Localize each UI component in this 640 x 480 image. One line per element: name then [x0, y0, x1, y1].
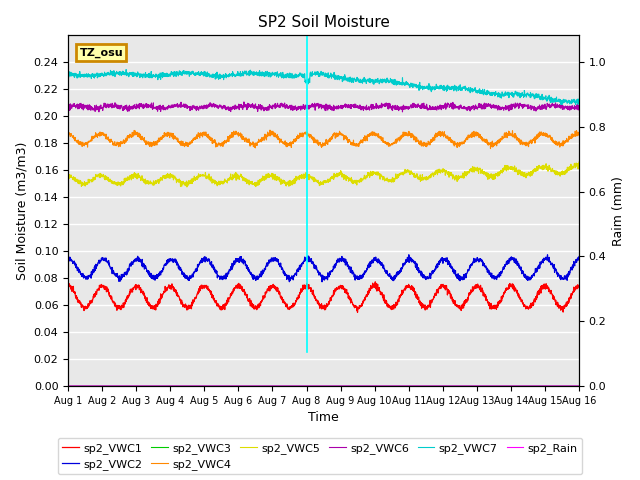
Line: sp2_VWC1: sp2_VWC1	[68, 282, 579, 312]
sp2_VWC4	[575, 132, 583, 138]
sp2_VWC7	[575, 101, 583, 107]
sp2_VWC3	[472, 383, 479, 389]
sp2_VWC2	[545, 258, 552, 264]
sp2_VWC6	[207, 101, 214, 107]
sp2_VWC5	[183, 184, 191, 190]
Text: TZ_osu: TZ_osu	[79, 48, 123, 58]
sp2_VWC1	[338, 283, 346, 288]
sp2_Rain	[544, 383, 552, 389]
sp2_VWC1	[354, 310, 362, 315]
Y-axis label: Soil Moisture (m3/m3): Soil Moisture (m3/m3)	[15, 142, 28, 280]
sp2_VWC1	[64, 284, 72, 289]
sp2_VWC6	[531, 103, 538, 109]
sp2_Rain	[338, 383, 346, 389]
Line: sp2_VWC5: sp2_VWC5	[68, 162, 579, 187]
sp2_VWC2	[207, 260, 214, 266]
sp2_VWC4	[339, 132, 346, 138]
sp2_VWC6	[545, 104, 552, 109]
sp2_VWC4	[531, 136, 538, 142]
sp2_VWC5	[545, 166, 552, 172]
Y-axis label: Raim (mm): Raim (mm)	[612, 176, 625, 246]
sp2_VWC4	[472, 133, 479, 139]
sp2_VWC7	[572, 102, 579, 108]
sp2_VWC4	[207, 135, 214, 141]
sp2_VWC3	[207, 383, 214, 389]
sp2_Rain	[472, 383, 479, 389]
sp2_VWC7	[64, 73, 72, 79]
sp2_VWC7	[530, 93, 538, 99]
sp2_VWC1	[545, 287, 552, 292]
sp2_VWC4	[266, 127, 274, 133]
Legend: sp2_VWC1, sp2_VWC2, sp2_VWC3, sp2_VWC4, sp2_VWC5, sp2_VWC6, sp2_VWC7, sp2_Rain: sp2_VWC1, sp2_VWC2, sp2_VWC3, sp2_VWC4, …	[58, 438, 582, 474]
sp2_VWC7	[545, 94, 552, 100]
sp2_VWC4	[486, 146, 494, 152]
sp2_VWC7	[122, 67, 130, 72]
sp2_VWC1	[349, 302, 357, 308]
sp2_VWC7	[207, 73, 214, 79]
sp2_VWC5	[530, 167, 538, 172]
sp2_VWC2	[339, 256, 346, 262]
sp2_VWC5	[339, 174, 346, 180]
sp2_VWC7	[472, 89, 479, 95]
sp2_VWC6	[64, 103, 72, 109]
sp2_Rain	[575, 383, 583, 389]
sp2_VWC4	[64, 130, 72, 135]
sp2_Rain	[530, 383, 538, 389]
sp2_VWC5	[349, 178, 357, 184]
sp2_VWC2	[318, 279, 326, 285]
Title: SP2 Soil Moisture: SP2 Soil Moisture	[258, 15, 390, 30]
sp2_VWC1	[207, 290, 214, 296]
Line: sp2_VWC7: sp2_VWC7	[68, 70, 579, 105]
Line: sp2_VWC2: sp2_VWC2	[68, 255, 579, 282]
sp2_VWC6	[339, 105, 346, 111]
sp2_VWC6	[575, 103, 583, 108]
sp2_VWC1	[531, 296, 538, 302]
sp2_VWC5	[472, 167, 479, 173]
sp2_VWC1	[472, 284, 480, 289]
sp2_VWC5	[207, 177, 214, 182]
sp2_VWC4	[349, 140, 357, 145]
sp2_VWC6	[240, 99, 248, 105]
sp2_VWC7	[339, 75, 346, 81]
sp2_VWC3	[575, 383, 583, 389]
sp2_VWC2	[349, 270, 357, 276]
sp2_VWC3	[530, 383, 538, 389]
sp2_VWC2	[64, 256, 72, 262]
sp2_Rain	[349, 383, 357, 389]
sp2_Rain	[207, 383, 214, 389]
sp2_VWC5	[575, 159, 583, 165]
sp2_VWC5	[64, 174, 72, 180]
sp2_VWC2	[405, 252, 413, 258]
sp2_VWC2	[531, 273, 538, 279]
sp2_VWC6	[399, 109, 406, 115]
sp2_VWC1	[371, 279, 379, 285]
sp2_VWC6	[349, 104, 357, 109]
sp2_Rain	[64, 383, 72, 389]
sp2_VWC3	[338, 383, 346, 389]
sp2_VWC2	[472, 259, 480, 264]
X-axis label: Time: Time	[308, 411, 339, 424]
sp2_VWC7	[349, 77, 357, 83]
Line: sp2_VWC4: sp2_VWC4	[68, 130, 579, 149]
sp2_VWC1	[575, 284, 583, 290]
sp2_VWC3	[349, 383, 357, 389]
Line: sp2_VWC6: sp2_VWC6	[68, 102, 579, 112]
sp2_VWC3	[544, 383, 552, 389]
sp2_VWC6	[472, 104, 480, 109]
sp2_VWC2	[575, 254, 583, 260]
sp2_VWC3	[64, 383, 72, 389]
sp2_VWC4	[545, 134, 552, 140]
